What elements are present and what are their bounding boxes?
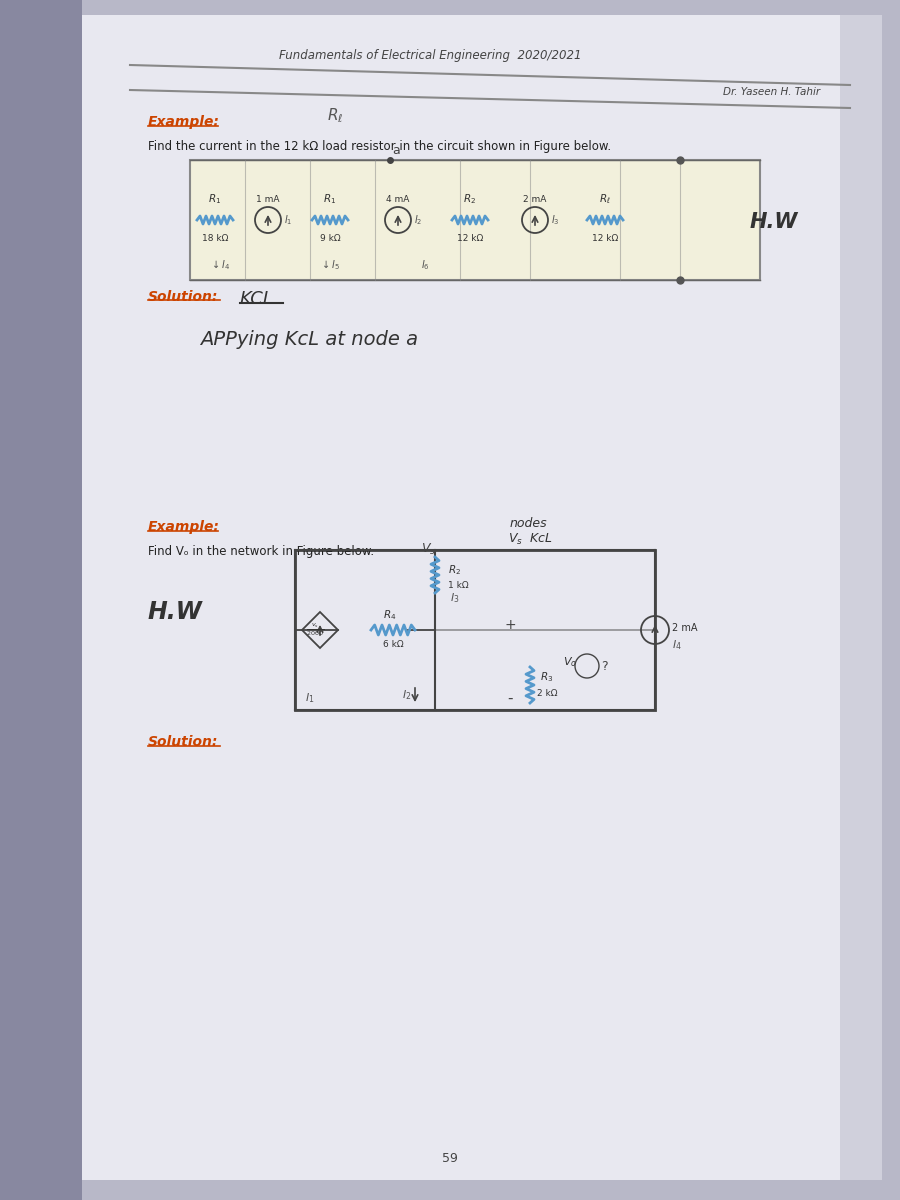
Text: $I_2$: $I_2$ xyxy=(414,214,422,227)
Text: 18 kΩ: 18 kΩ xyxy=(202,234,229,242)
Text: 59: 59 xyxy=(442,1152,458,1164)
Text: a: a xyxy=(392,144,400,157)
Text: $R_1$: $R_1$ xyxy=(209,192,221,206)
Text: Solution:: Solution: xyxy=(148,290,219,304)
Text: Fundamentals of Electrical Engineering  2020/2021: Fundamentals of Electrical Engineering 2… xyxy=(279,49,581,62)
Text: Dr. Yaseen H. Tahir: Dr. Yaseen H. Tahir xyxy=(723,86,820,97)
Text: $I_4$: $I_4$ xyxy=(672,638,682,652)
Text: $\frac{v_s}{2000}$: $\frac{v_s}{2000}$ xyxy=(306,622,324,638)
Text: $R_2$: $R_2$ xyxy=(448,563,461,577)
Text: Find the current in the 12 kΩ load resistor in the circuit shown in Figure below: Find the current in the 12 kΩ load resis… xyxy=(148,140,611,152)
Text: APPying KcL at node a: APPying KcL at node a xyxy=(200,330,418,349)
Text: $R_2$: $R_2$ xyxy=(464,192,476,206)
Bar xyxy=(0,0,82,1200)
Text: 6 kΩ: 6 kΩ xyxy=(382,640,403,649)
Text: $V_o$: $V_o$ xyxy=(563,655,577,668)
Text: nodes: nodes xyxy=(510,517,547,530)
Text: KCL: KCL xyxy=(240,290,274,308)
Text: $I_6$: $I_6$ xyxy=(420,258,429,272)
Text: 12 kΩ: 12 kΩ xyxy=(592,234,618,242)
Text: 9 kΩ: 9 kΩ xyxy=(320,234,340,242)
Text: 4 mA: 4 mA xyxy=(386,194,410,204)
Text: Solution:: Solution: xyxy=(148,734,219,749)
Text: $R_1$: $R_1$ xyxy=(323,192,337,206)
Text: $\downarrow I_5$: $\downarrow I_5$ xyxy=(320,258,340,272)
Text: Example:: Example: xyxy=(148,115,220,128)
Bar xyxy=(190,160,760,280)
Text: $R_\ell$: $R_\ell$ xyxy=(327,107,343,125)
Text: $\downarrow I_4$: $\downarrow I_4$ xyxy=(210,258,230,272)
Text: 2 mA: 2 mA xyxy=(672,623,698,634)
Text: -: - xyxy=(508,690,513,706)
Text: +: + xyxy=(504,618,516,632)
Text: $I_3$: $I_3$ xyxy=(551,214,560,227)
Text: $V_s$: $V_s$ xyxy=(420,542,436,557)
Text: $I_3$: $I_3$ xyxy=(450,592,460,605)
Text: $R_4$: $R_4$ xyxy=(383,608,396,622)
Text: 2 kΩ: 2 kΩ xyxy=(537,689,557,697)
Text: Example:: Example: xyxy=(148,520,220,534)
Text: Find Vₒ in the network in Figure below.: Find Vₒ in the network in Figure below. xyxy=(148,545,374,558)
Text: 12 kΩ: 12 kΩ xyxy=(457,234,483,242)
Bar xyxy=(295,550,655,710)
Text: $R_3$: $R_3$ xyxy=(540,670,554,684)
Text: $I_1$: $I_1$ xyxy=(305,691,315,704)
Text: ?: ? xyxy=(601,660,608,672)
Text: $I_1$: $I_1$ xyxy=(284,214,292,227)
Bar xyxy=(840,14,882,1180)
Text: 1 kΩ: 1 kΩ xyxy=(448,581,469,589)
Text: $I_2$: $I_2$ xyxy=(402,688,411,702)
Text: 1 mA: 1 mA xyxy=(256,194,280,204)
Bar xyxy=(82,14,882,1180)
Text: $R_\ell$: $R_\ell$ xyxy=(599,192,611,206)
Text: 2 mA: 2 mA xyxy=(523,194,546,204)
Text: H.W: H.W xyxy=(750,212,798,232)
Text: H.W: H.W xyxy=(148,600,202,624)
Text: $V_s$  KcL: $V_s$ KcL xyxy=(508,532,553,547)
